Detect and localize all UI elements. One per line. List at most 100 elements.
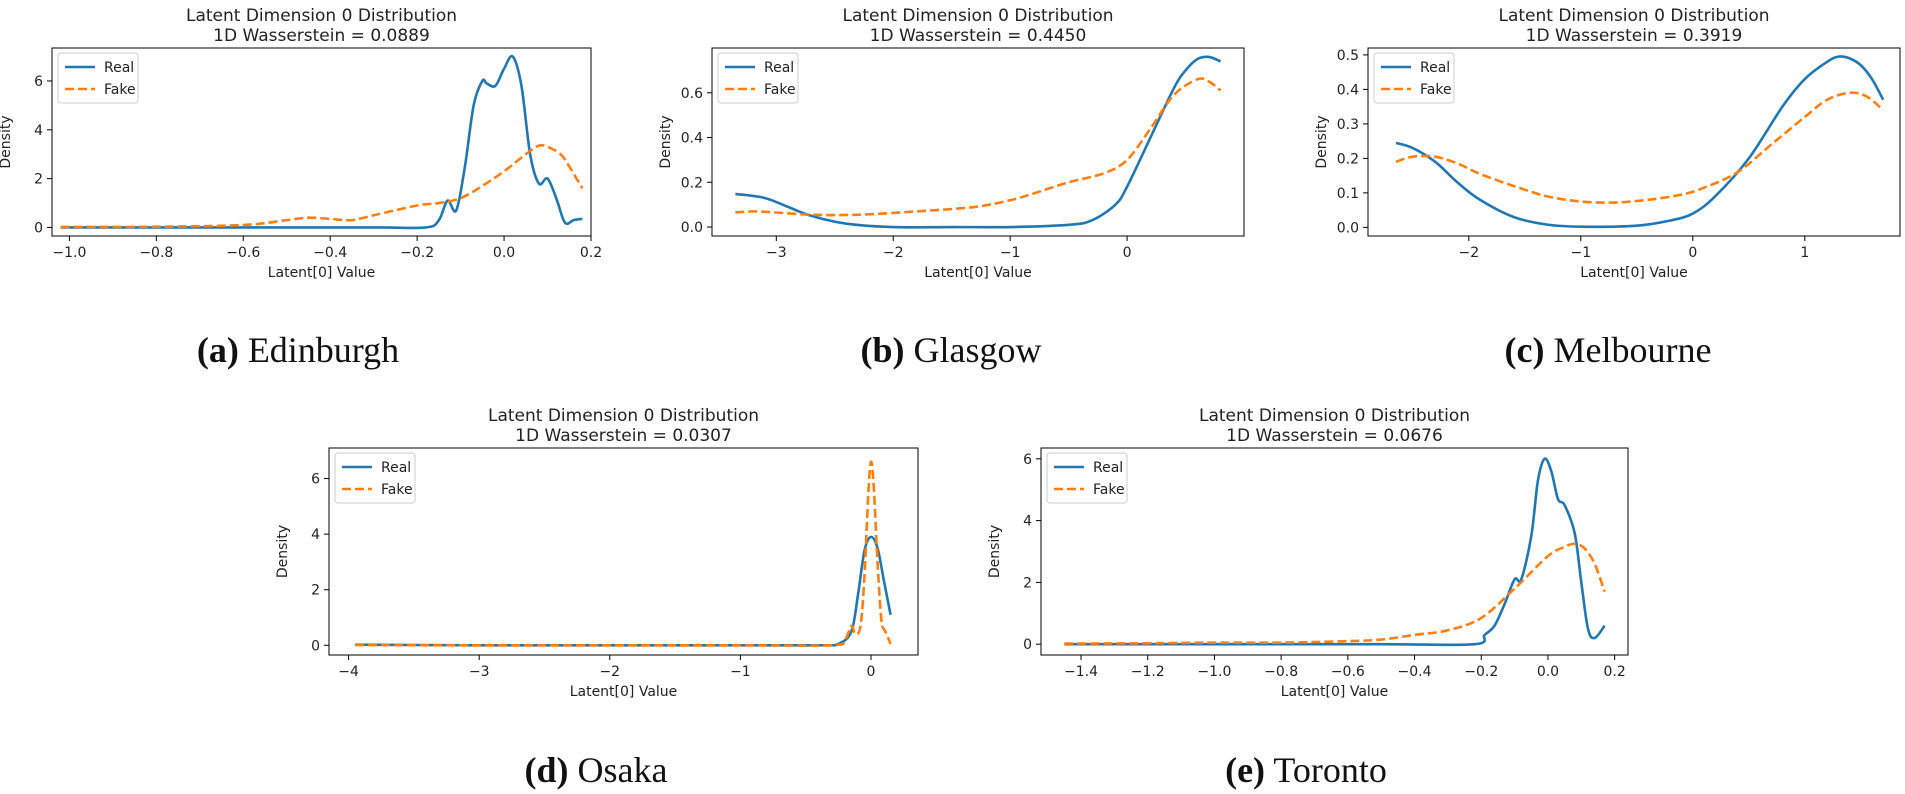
panel-caption-text: Osaka bbox=[569, 750, 668, 790]
plot-frame bbox=[328, 447, 919, 656]
chart-title: Latent Dimension 0 Distribution bbox=[1498, 6, 1769, 26]
legend-box bbox=[1046, 452, 1128, 504]
series-line-real bbox=[355, 535, 892, 647]
y-axis-label: Density bbox=[987, 525, 1003, 578]
x-tick-label: 0.0 bbox=[1537, 664, 1559, 680]
legend-box bbox=[57, 52, 139, 104]
x-axis-label: Latent[0] Value bbox=[268, 265, 376, 281]
x-axis-label: Latent[0] Value bbox=[924, 265, 1032, 281]
legend: Real Fake bbox=[717, 52, 799, 104]
legend-label-real: Real bbox=[1093, 460, 1123, 476]
x-tick-label: −0.4 bbox=[1398, 664, 1432, 680]
legend: Real Fake bbox=[334, 452, 416, 504]
legend-label-real: Real bbox=[104, 60, 134, 76]
x-tick-label: −1 bbox=[1000, 245, 1021, 261]
legend-label-fake: Fake bbox=[104, 82, 136, 98]
y-tick-label: 4 bbox=[34, 123, 43, 139]
chart-subtitle: 1D Wasserstein = 0.0307 bbox=[515, 426, 732, 446]
panel-caption-text: Melbourne bbox=[1545, 330, 1712, 370]
x-tick-label: −1.4 bbox=[1064, 664, 1098, 680]
y-tick-label: 0.2 bbox=[681, 175, 703, 191]
y-tick-label: 2 bbox=[311, 583, 320, 599]
x-axis-label: Latent[0] Value bbox=[570, 684, 678, 700]
x-tick-label: −0.6 bbox=[226, 245, 260, 261]
series-line-real bbox=[1064, 457, 1606, 647]
x-tick-label: −3 bbox=[766, 245, 787, 261]
y-tick-label: 0.0 bbox=[681, 220, 703, 236]
x-tick-label: −0.4 bbox=[313, 245, 347, 261]
chart-subtitle: 1D Wasserstein = 0.4450 bbox=[870, 26, 1087, 46]
y-tick-label: 6 bbox=[1023, 452, 1032, 468]
chart-title: Latent Dimension 0 Distribution bbox=[842, 6, 1113, 26]
x-tick-label: −1.0 bbox=[1197, 664, 1231, 680]
x-tick-label: 0.0 bbox=[493, 245, 515, 261]
y-axis-label: Density bbox=[275, 525, 291, 578]
legend-label-fake: Fake bbox=[764, 82, 796, 98]
panel-caption: (c) Melbourne bbox=[1505, 330, 1712, 370]
series-line-fake bbox=[355, 460, 892, 647]
plot-frame bbox=[51, 47, 592, 237]
x-tick-label: −2 bbox=[599, 664, 620, 680]
panel-caption-text: Edinburgh bbox=[239, 330, 399, 370]
y-tick-label: 0 bbox=[34, 220, 43, 236]
x-tick-label: 0 bbox=[1123, 245, 1132, 261]
panel-caption-text: Glasgow bbox=[905, 330, 1042, 370]
series-line-fake bbox=[1064, 542, 1606, 645]
x-tick-label: 0.2 bbox=[580, 245, 602, 261]
x-tick-label: −4 bbox=[338, 664, 359, 680]
chart-subtitle: 1D Wasserstein = 0.3919 bbox=[1526, 26, 1743, 46]
series-line-fake bbox=[1395, 91, 1885, 204]
y-tick-label: 0.6 bbox=[681, 86, 703, 102]
chart-title: Latent Dimension 0 Distribution bbox=[488, 406, 759, 426]
y-axis-label: Density bbox=[658, 115, 674, 168]
y-tick-label: 6 bbox=[311, 472, 320, 488]
panel-caption-label: (c) bbox=[1505, 330, 1545, 370]
x-tick-label: 0 bbox=[867, 664, 876, 680]
x-tick-label: −0.2 bbox=[1464, 664, 1498, 680]
x-tick-label: 0 bbox=[1688, 245, 1697, 261]
plot-frame bbox=[711, 47, 1245, 237]
y-tick-label: 0 bbox=[1023, 637, 1032, 653]
panel-caption-label: (b) bbox=[861, 330, 905, 370]
legend-label-real: Real bbox=[381, 460, 411, 476]
y-tick-label: 2 bbox=[34, 172, 43, 188]
panel-caption: (b) Glasgow bbox=[861, 330, 1042, 370]
legend-box bbox=[1373, 52, 1455, 104]
legend-label-real: Real bbox=[764, 60, 794, 76]
y-tick-label: 0 bbox=[311, 638, 320, 654]
y-tick-label: 4 bbox=[1023, 514, 1032, 530]
legend-box bbox=[717, 52, 799, 104]
series-line-real bbox=[735, 55, 1222, 229]
y-tick-label: 6 bbox=[34, 74, 43, 90]
panel-caption-label: (d) bbox=[525, 750, 569, 790]
x-axis-label: Latent[0] Value bbox=[1580, 265, 1688, 281]
x-tick-label: −3 bbox=[469, 664, 490, 680]
x-tick-label: 1 bbox=[1800, 245, 1809, 261]
panel-caption: (d) Osaka bbox=[525, 750, 668, 790]
x-tick-label: −0.6 bbox=[1331, 664, 1365, 680]
legend-label-real: Real bbox=[1420, 60, 1450, 76]
plot-frame bbox=[1040, 447, 1629, 656]
x-tick-label: −1.2 bbox=[1131, 664, 1165, 680]
legend-label-fake: Fake bbox=[381, 482, 413, 498]
chart-title: Latent Dimension 0 Distribution bbox=[1199, 406, 1470, 426]
y-tick-label: 0.4 bbox=[1337, 82, 1359, 98]
chart-subtitle: 1D Wasserstein = 0.0676 bbox=[1226, 426, 1443, 446]
series-line-real bbox=[60, 54, 583, 230]
legend: Real Fake bbox=[57, 52, 139, 104]
x-tick-label: −1 bbox=[1570, 245, 1591, 261]
y-tick-label: 0.4 bbox=[681, 131, 703, 147]
y-tick-label: 0.1 bbox=[1337, 186, 1359, 202]
x-tick-label: −0.8 bbox=[139, 245, 173, 261]
y-tick-label: 0.3 bbox=[1337, 117, 1359, 133]
panel-caption-text: Toronto bbox=[1265, 750, 1387, 790]
x-tick-label: −0.8 bbox=[1264, 664, 1298, 680]
x-tick-label: 0.2 bbox=[1604, 664, 1626, 680]
legend-box bbox=[334, 452, 416, 504]
legend-label-fake: Fake bbox=[1093, 482, 1125, 498]
